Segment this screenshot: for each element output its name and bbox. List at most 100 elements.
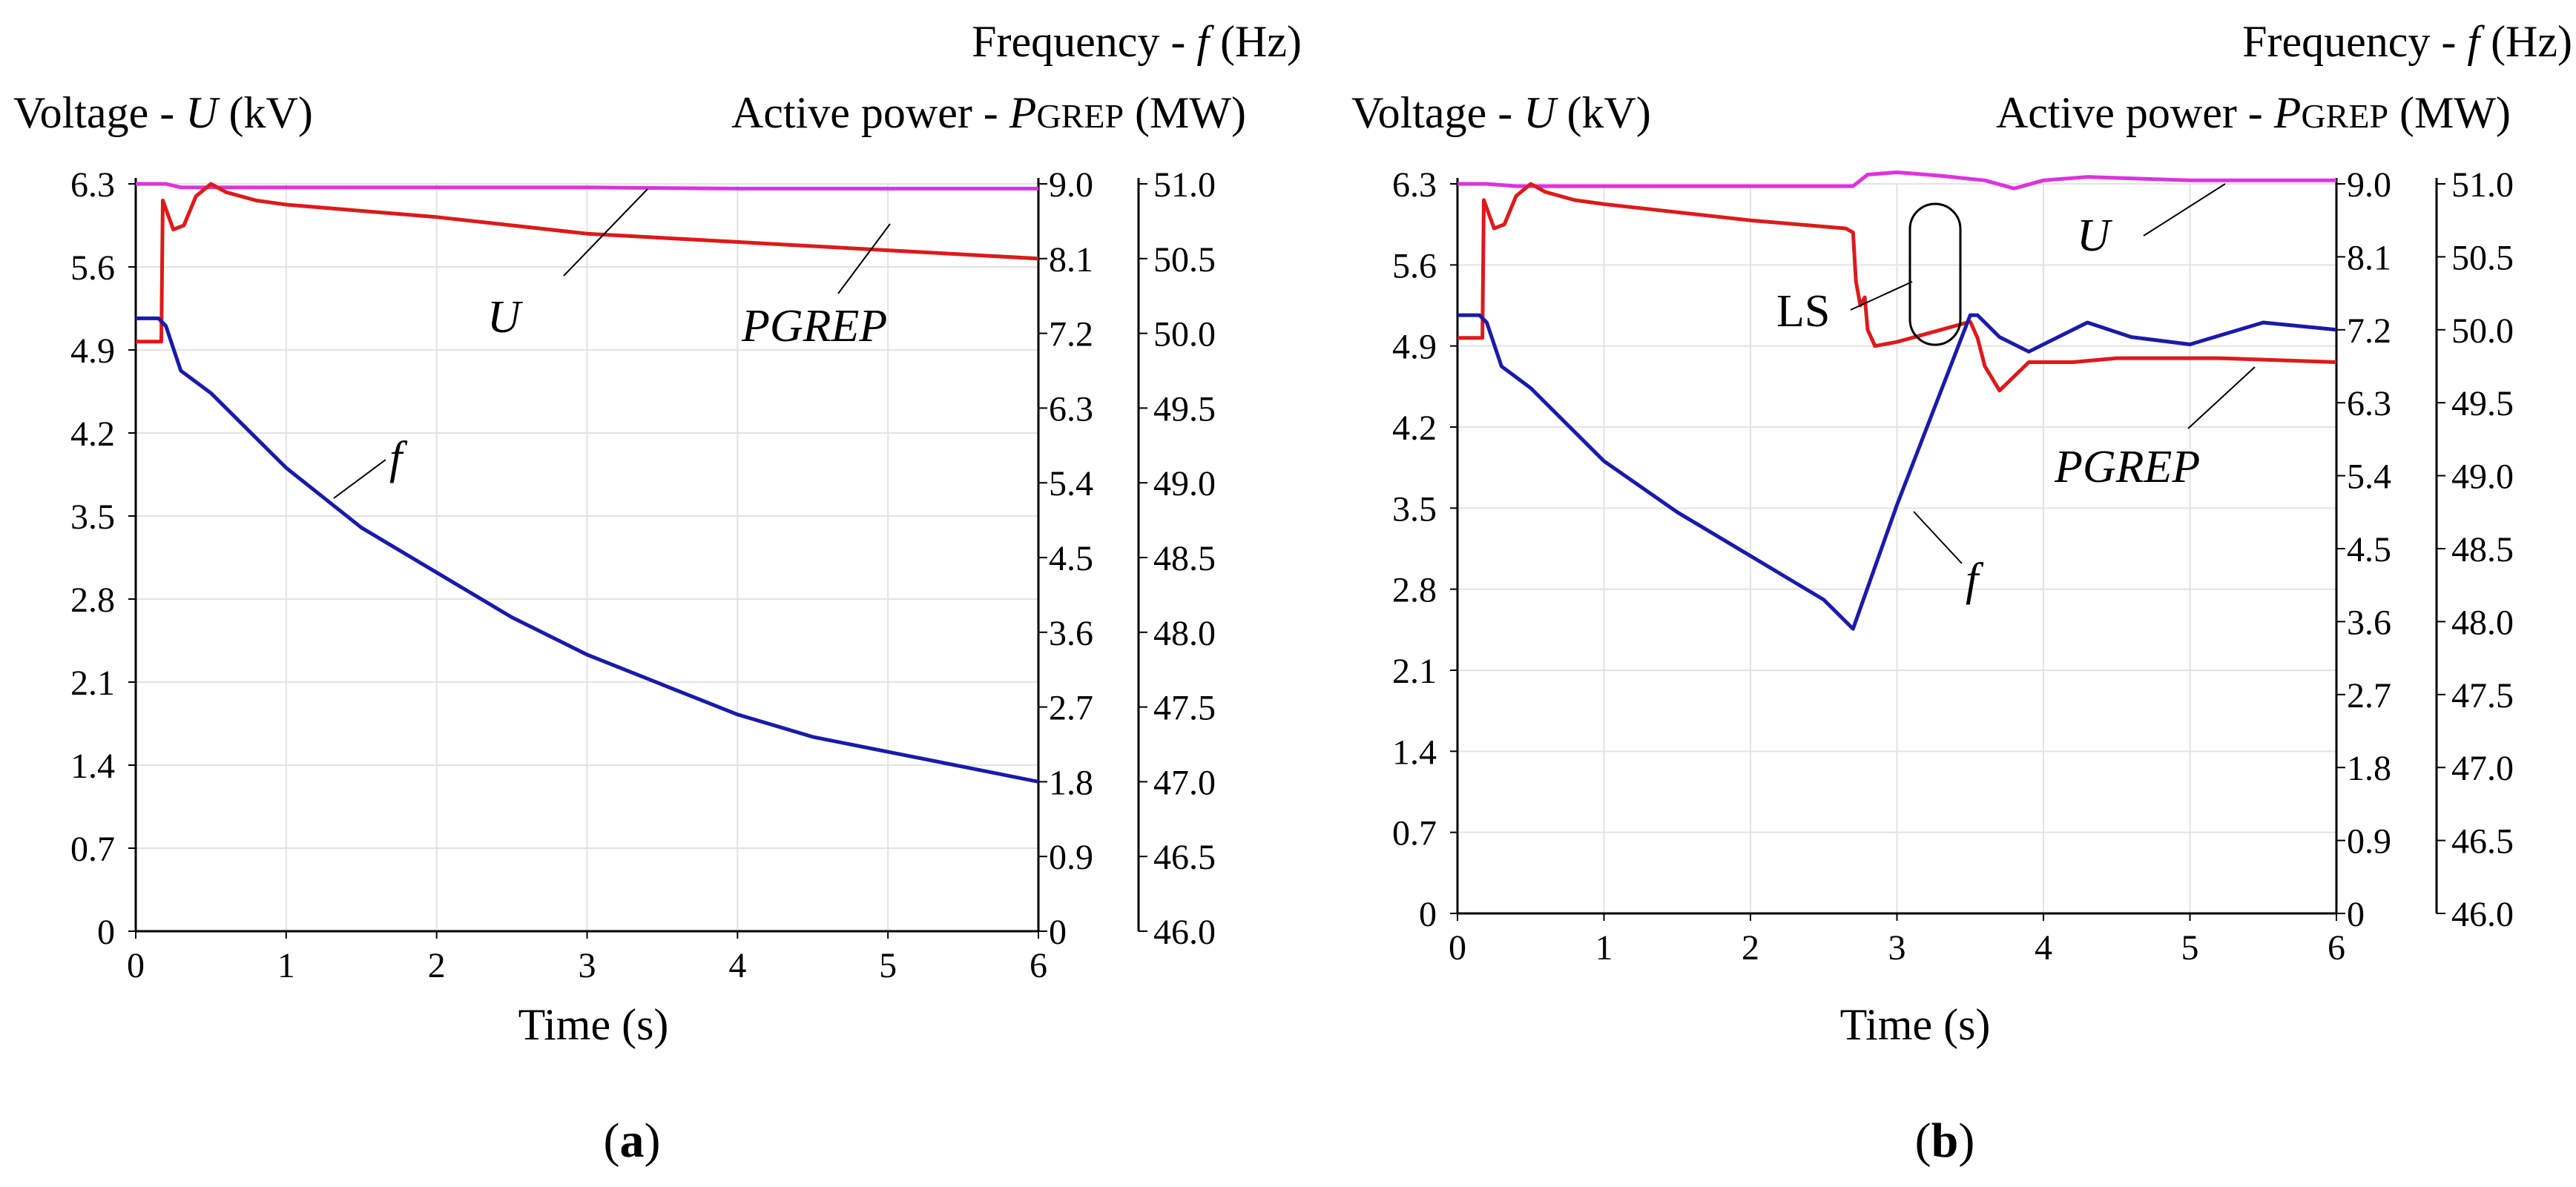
power-tick-label: 1.8 xyxy=(1049,763,1093,802)
series-pgrep-line xyxy=(1457,182,2337,393)
voltage-tick-label: 4.2 xyxy=(70,414,115,454)
voltage-tick-label: 4.9 xyxy=(70,331,115,371)
freq-tick-label: 50.5 xyxy=(1153,240,1216,280)
freq-tick-label: 49.5 xyxy=(2451,384,2514,423)
power-tick-label: 9.0 xyxy=(2347,165,2391,205)
voltage-tick-label: 2.1 xyxy=(70,664,115,703)
x-axis-title: Time (s) xyxy=(518,1000,669,1049)
voltage-tick-label: 0.7 xyxy=(1392,814,1437,853)
voltage-axis-title: Voltage - U (kV) xyxy=(1351,88,1651,137)
freq-tick-label: 49.5 xyxy=(1153,389,1216,429)
voltage-tick-label: 1.4 xyxy=(1392,733,1437,772)
annotation-leader-pgrep xyxy=(837,223,891,294)
freq-tick-label: 48.0 xyxy=(1153,614,1216,653)
annotation-leader-ls xyxy=(1850,281,1913,311)
freq-tick-label: 46.5 xyxy=(2451,822,2514,862)
power-tick-label: 6.3 xyxy=(2347,384,2391,423)
freq-tick-label: 46.0 xyxy=(1153,913,1216,952)
power-tick-label: 4.5 xyxy=(2347,530,2391,569)
x-tick-label: 4 xyxy=(2035,928,2052,968)
power-tick-label: 1.8 xyxy=(2347,749,2391,788)
x-tick-label: 6 xyxy=(1030,946,1047,985)
power-tick-label: 5.4 xyxy=(2347,457,2391,497)
power-tick-label: 3.6 xyxy=(1049,614,1093,653)
power-axis-title: Active power - PGREP (MW) xyxy=(1996,88,2511,137)
power-tick-label: 0.9 xyxy=(1049,838,1093,877)
freq-tick-label: 47.0 xyxy=(1153,763,1216,802)
freq-tick-label: 46.0 xyxy=(2451,895,2514,934)
power-tick-label: 0 xyxy=(2347,895,2365,934)
annotation-pgrep: PGREP xyxy=(2054,442,2200,492)
freq-tick-label: 47.5 xyxy=(1153,689,1216,728)
power-tick-label: 5.4 xyxy=(1049,464,1093,503)
voltage-tick-label: 0 xyxy=(1419,895,1437,934)
annotation-leader-u xyxy=(2143,183,2226,237)
x-tick-label: 3 xyxy=(1888,928,1906,968)
freq-tick-label: 50.0 xyxy=(2451,311,2514,351)
power-tick-label: 6.3 xyxy=(1049,389,1093,429)
annotation-u: U xyxy=(2077,211,2113,261)
freq-tick-label: 48.5 xyxy=(2451,530,2514,569)
voltage-tick-label: 2.1 xyxy=(1392,652,1437,691)
freq-tick-label: 47.5 xyxy=(2451,676,2514,715)
voltage-axis-title: Voltage - U (kV) xyxy=(13,88,313,137)
series-u-line xyxy=(1457,170,2336,191)
x-tick-label: 6 xyxy=(2328,928,2345,968)
x-tick-label: 3 xyxy=(579,946,596,985)
series-pgrep-line xyxy=(136,182,1039,344)
voltage-tick-label: 6.3 xyxy=(70,165,115,205)
annotation-ls: LS xyxy=(1776,286,1830,337)
freq-tick-label: 48.5 xyxy=(1153,539,1216,578)
x-tick-label: 0 xyxy=(1449,928,1466,968)
power-axis-title: Active power - PGREP (MW) xyxy=(731,88,1246,137)
series-lines xyxy=(136,182,1039,784)
caption-b: (b) xyxy=(1915,1114,1975,1168)
tick-labels: 0 1 2 3 4 5 600.71.42.12.83.54.24.95.66.300.91… xyxy=(70,165,1216,985)
x-tick-label: 1 xyxy=(1595,928,1613,968)
grid xyxy=(135,183,1039,932)
power-tick-label: 4.5 xyxy=(1049,539,1093,578)
voltage-tick-label: 1.4 xyxy=(70,747,115,786)
annotation-leader-pgrep xyxy=(2187,366,2256,429)
power-tick-label: 3.6 xyxy=(2347,603,2391,642)
power-tick-label: 2.7 xyxy=(2347,676,2391,715)
power-tick-label: 2.7 xyxy=(1049,689,1093,728)
power-tick-label: 9.0 xyxy=(1049,165,1093,205)
series-f-line xyxy=(1457,313,2337,631)
power-tick-label: 8.1 xyxy=(1049,240,1093,280)
series-u-line xyxy=(136,182,1038,191)
freq-tick-label: 51.0 xyxy=(2451,165,2514,205)
ls-callout-ellipse xyxy=(1908,202,1962,346)
series-lines xyxy=(1457,170,2337,631)
voltage-tick-label: 2.8 xyxy=(1392,571,1437,610)
freq-axis-title: Frequency - f (Hz) xyxy=(972,17,1302,66)
voltage-tick-label: 0 xyxy=(97,913,115,952)
x-axis-title: Time (s) xyxy=(1840,1000,1991,1049)
freq-tick-label: 47.0 xyxy=(2451,749,2514,788)
annotation-f: f xyxy=(1966,555,1984,605)
x-tick-label: 5 xyxy=(2181,928,2199,968)
freq-tick-label: 50.0 xyxy=(1153,315,1216,354)
voltage-tick-label: 4.2 xyxy=(1392,409,1437,448)
voltage-tick-label: 4.9 xyxy=(1392,328,1437,367)
freq-tick-label: 50.5 xyxy=(2451,238,2514,277)
panel-b: Frequency - f (Hz) Voltage - U (kV) Acti… xyxy=(1351,17,2572,1168)
series-f-line xyxy=(136,316,1039,784)
voltage-tick-label: 3.5 xyxy=(70,497,115,537)
voltage-tick-label: 2.8 xyxy=(70,581,115,620)
voltage-tick-label: 5.6 xyxy=(70,248,115,288)
power-tick-label: 7.2 xyxy=(2347,311,2391,351)
power-tick-label: 8.1 xyxy=(2347,238,2391,277)
freq-axis-title: Frequency - f (Hz) xyxy=(2242,17,2572,66)
power-tick-label: 7.2 xyxy=(1049,315,1093,354)
power-tick-label: 0 xyxy=(1049,913,1067,952)
caption-a: (a) xyxy=(604,1114,661,1168)
voltage-tick-label: 0.7 xyxy=(70,830,115,869)
grid xyxy=(1457,183,2337,914)
voltage-tick-label: 5.6 xyxy=(1392,246,1437,285)
x-tick-label: 2 xyxy=(428,946,446,985)
voltage-tick-label: 6.3 xyxy=(1392,165,1437,205)
x-tick-label: 1 xyxy=(277,946,295,985)
freq-tick-label: 51.0 xyxy=(1153,165,1216,205)
tick-labels: 0 1 2 3 4 5 600.71.42.12.83.54.24.95.66.300.91… xyxy=(1392,165,2514,968)
